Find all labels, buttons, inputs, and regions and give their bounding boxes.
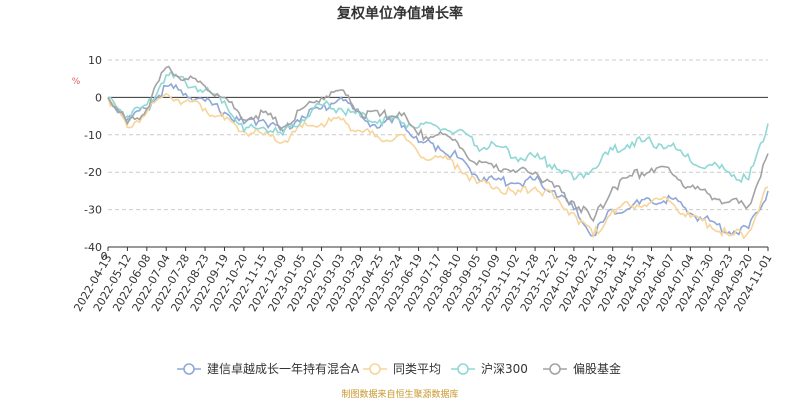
series-line [107,92,769,240]
y-axis-unit: % [72,77,81,87]
y-axis-ticks: 10 0 -10 -20 -30 -40 [84,54,102,254]
x-axis: 02022-04-132022-05-122022-06-082022-07-0… [71,96,775,314]
legend-label: 同类平均 [393,362,441,376]
series-line [107,65,769,223]
legend-label: 建信卓越成长一年持有混合A [207,361,360,376]
x-tick-label-zero: 0 [101,250,108,263]
y-tick-label: -30 [84,204,102,217]
series-lines [107,65,769,240]
series-line [107,82,769,237]
y-tick-label: -40 [84,241,102,254]
legend-marker [549,363,561,375]
legend-marker [457,363,469,375]
footer-source: 制图数据来自恒生聚源数据库 [341,388,458,400]
legend-label: 偏股基金 [573,361,621,376]
legend: 建信卓越成长一年持有混合A 同类平均 沪深300 偏股基金 [177,361,621,376]
legend-label: 沪深300 [481,362,528,376]
y-tick-label: -10 [84,129,102,142]
legend-marker [369,363,381,375]
y-tick-label: 10 [88,54,102,67]
legend-marker [183,363,195,375]
chart-title: 复权单位净值增长率 [336,5,463,22]
y-tick-label: 0 [95,91,102,104]
y-tick-label: -20 [84,166,102,179]
